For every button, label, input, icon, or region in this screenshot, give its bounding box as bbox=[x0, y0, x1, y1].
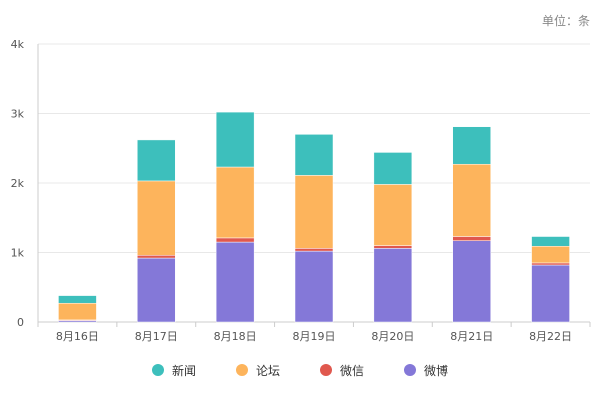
bar-segment bbox=[373, 184, 413, 246]
bar-segment bbox=[452, 126, 491, 165]
x-tick-label: 8月20日 bbox=[371, 330, 414, 343]
bar-segment bbox=[137, 255, 176, 259]
chart-legend: 新闻 论坛 微信 微博 bbox=[0, 360, 600, 380]
bar-segment bbox=[137, 257, 176, 323]
bar-segment bbox=[531, 262, 570, 266]
legend-item[interactable]: 微信 bbox=[320, 362, 364, 379]
bar-segment bbox=[531, 236, 570, 247]
legend-item[interactable]: 论坛 bbox=[235, 362, 280, 379]
bar-segment bbox=[137, 139, 176, 182]
x-tick-label: 8月18日 bbox=[214, 330, 257, 343]
legend-dot-icon bbox=[151, 364, 164, 376]
bar-segment bbox=[294, 248, 334, 252]
x-tick-label: 8月16日 bbox=[56, 330, 99, 343]
bar-segment bbox=[215, 241, 255, 323]
legend-label: 论坛 bbox=[255, 363, 280, 378]
legend-dot-icon bbox=[404, 364, 417, 376]
y-tick-label: 0 bbox=[17, 316, 24, 329]
x-tick-label: 8月22日 bbox=[529, 330, 572, 343]
bar-segment bbox=[294, 250, 334, 323]
bar-segment bbox=[58, 295, 97, 304]
bar-segment bbox=[531, 264, 570, 323]
bar-segment bbox=[294, 134, 334, 176]
unit-label: 单位：条 bbox=[541, 14, 590, 28]
bar-segment bbox=[452, 163, 491, 237]
legend-label: 微信 bbox=[340, 363, 365, 378]
bar-segment bbox=[452, 240, 491, 323]
bar-segment bbox=[373, 152, 413, 185]
bar-segment bbox=[215, 111, 255, 168]
bar-segment bbox=[215, 166, 255, 239]
x-tick-label: 8月19日 bbox=[293, 330, 336, 343]
bar-segment bbox=[215, 237, 255, 243]
x-tick-label: 8月17日 bbox=[135, 330, 178, 343]
y-tick-label: 3k bbox=[11, 108, 25, 121]
bar-segment bbox=[452, 236, 491, 241]
x-tick-label: 8月21日 bbox=[450, 330, 493, 343]
y-tick-label: 1k bbox=[11, 247, 25, 260]
legend-item[interactable]: 微博 bbox=[404, 362, 448, 379]
bar-segment bbox=[531, 245, 570, 264]
legend-item[interactable]: 新闻 bbox=[151, 362, 196, 379]
bar-segment bbox=[294, 175, 334, 249]
legend-dot-icon bbox=[235, 364, 248, 376]
y-tick-label: 2k bbox=[11, 177, 25, 190]
legend-label: 微博 bbox=[424, 363, 449, 378]
bar-segment bbox=[58, 302, 97, 321]
legend-dot-icon bbox=[320, 364, 332, 376]
legend-label: 新闻 bbox=[171, 363, 196, 378]
bar-segment bbox=[137, 180, 176, 256]
bar-segment bbox=[373, 245, 413, 249]
bar-segment bbox=[373, 248, 413, 323]
y-tick-label: 4k bbox=[11, 38, 25, 51]
